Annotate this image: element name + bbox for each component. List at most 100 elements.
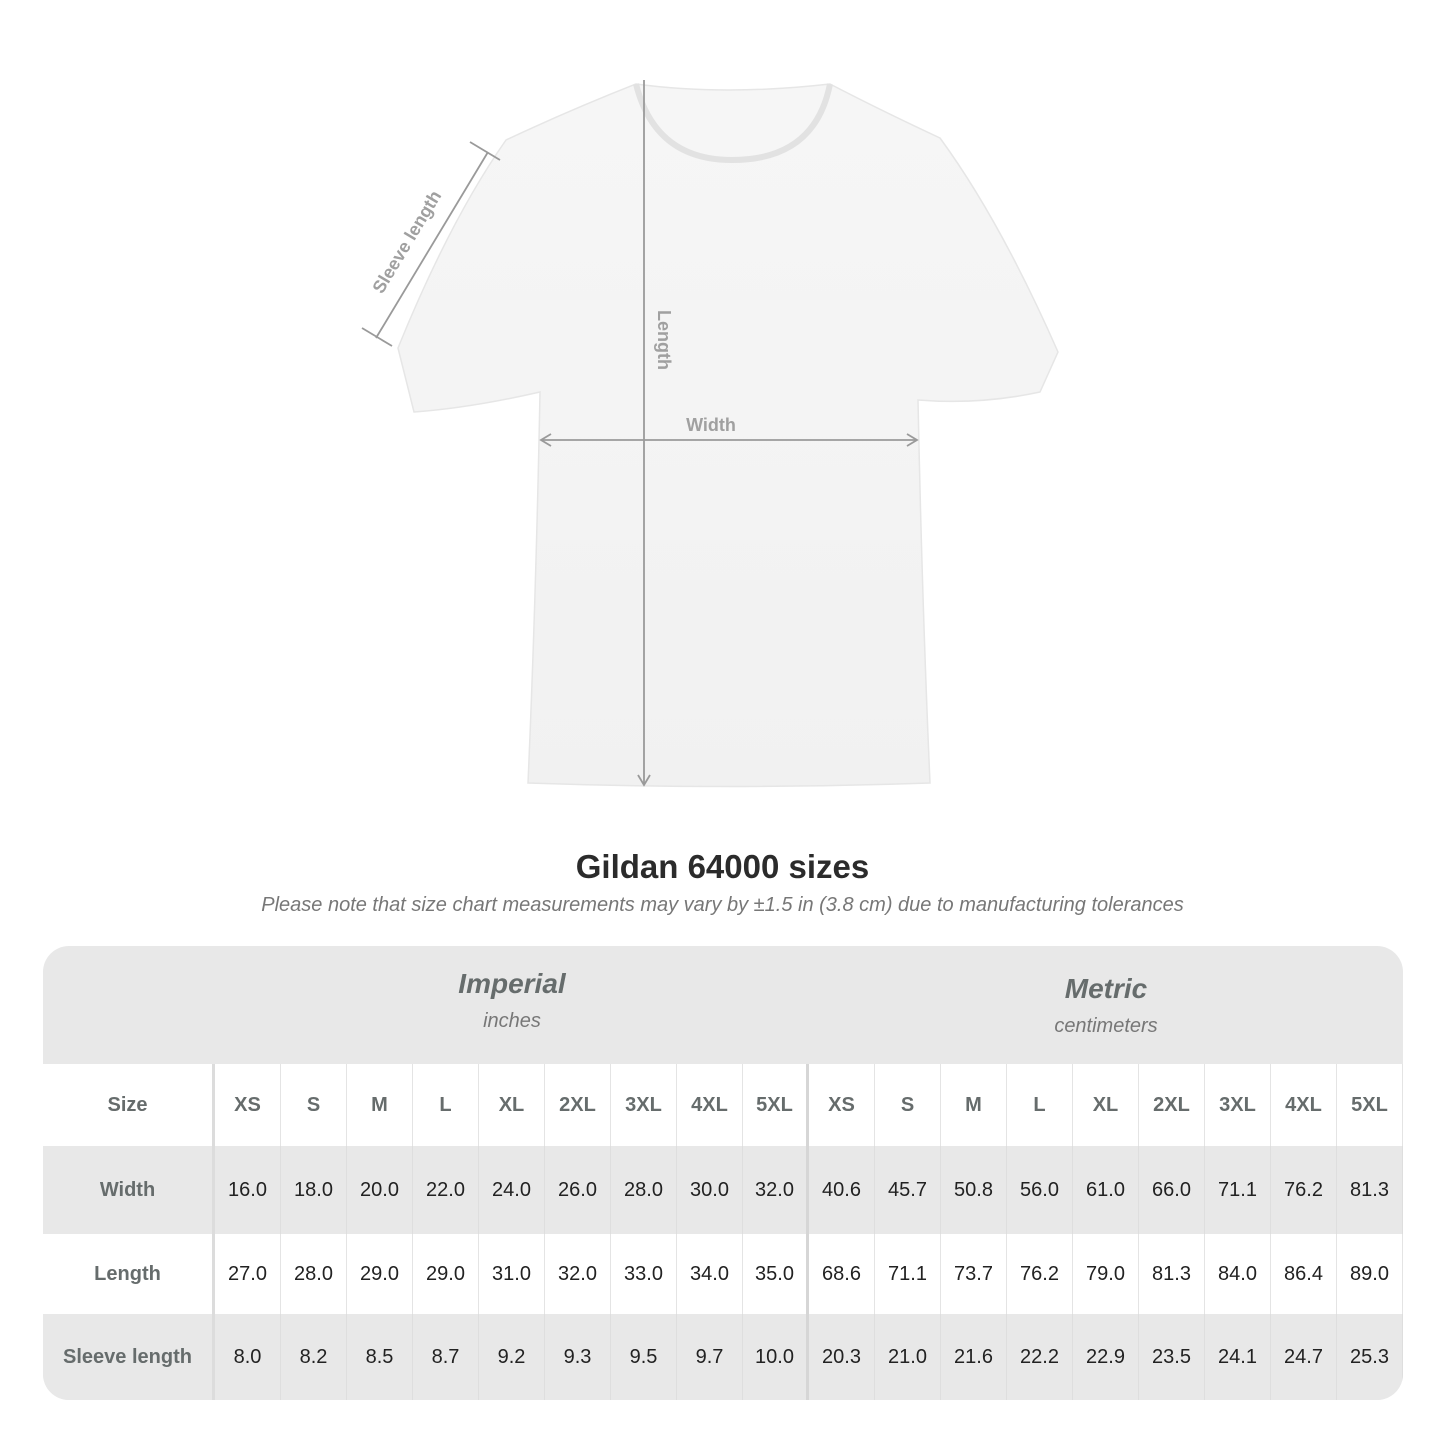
imperial-value-cell: 9.5: [611, 1314, 677, 1400]
imperial-value-cell: 28.0: [281, 1234, 347, 1314]
page-title: Gildan 64000 sizes: [575, 848, 870, 885]
metric-value-cell: 25.3: [1337, 1314, 1403, 1400]
imperial-title: Imperial: [458, 968, 566, 999]
length-label: Length: [654, 310, 674, 370]
metric-value-cell: 66.0: [1139, 1146, 1205, 1234]
imperial-size-xs: XS: [215, 1064, 281, 1146]
imperial-value-cell: 9.2: [479, 1314, 545, 1400]
imperial-value-cell: 34.0: [677, 1234, 743, 1314]
imperial-value-cell: 8.7: [413, 1314, 479, 1400]
imperial-size-m: M: [347, 1064, 413, 1146]
imperial-size-3xl: 3XL: [611, 1064, 677, 1146]
imperial-value-cell: 31.0: [479, 1234, 545, 1314]
imperial-value-cell: 18.0: [281, 1146, 347, 1234]
metric-value-cell: 40.6: [809, 1146, 875, 1234]
imperial-unit: inches: [483, 1010, 541, 1032]
metric-size-5xl: 5XL: [1337, 1064, 1403, 1146]
width-arrow-right: [906, 433, 919, 447]
metric-value-cell: 84.0: [1205, 1234, 1271, 1314]
imperial-value-cell: 20.0: [347, 1146, 413, 1234]
imperial-value-cell: 16.0: [215, 1146, 281, 1234]
metric-value-cell: 86.4: [1271, 1234, 1337, 1314]
size-grid: Size XS S M L XL 2XL 3XL 4XL 5XL XS S M L XL 2XL 3XL 4XL 5…: [43, 1064, 1403, 1400]
imperial-value-cell: 27.0: [215, 1234, 281, 1314]
imperial-value-cell: 32.0: [545, 1234, 611, 1314]
imperial-size-l: L: [413, 1064, 479, 1146]
table-row: Width 16.0 18.0 20.0 22.0 24.0 26.0 28.0 30.0 32.…: [43, 1146, 1403, 1234]
metric-size-3xl: 3XL: [1205, 1064, 1271, 1146]
imperial-size-5xl: 5XL: [743, 1064, 809, 1146]
metric-unit: centimeters: [1054, 1015, 1158, 1037]
imperial-value-cell: 10.0: [743, 1314, 809, 1400]
imperial-size-2xl: 2XL: [545, 1064, 611, 1146]
metric-value-cell: 73.7: [941, 1234, 1007, 1314]
imperial-value-cell: 9.3: [545, 1314, 611, 1400]
row-label: Sleeve length: [43, 1314, 215, 1400]
tshirt-diagram: Sleeve length Length Width: [361, 80, 1059, 788]
collar: [633, 83, 833, 164]
size-label: Size: [43, 1064, 215, 1146]
imperial-value-cell: 32.0: [743, 1146, 809, 1234]
tolerance-note: Please note that size chart measurements…: [261, 894, 1184, 916]
tshirt-shape: [397, 83, 1059, 788]
imperial-value-cell: 9.7: [677, 1314, 743, 1400]
imperial-value-cell: 8.5: [347, 1314, 413, 1400]
metric-value-cell: 56.0: [1007, 1146, 1073, 1234]
metric-value-cell: 71.1: [1205, 1146, 1271, 1234]
metric-value-cell: 76.2: [1007, 1234, 1073, 1314]
table-row: Sleeve length 8.0 8.2 8.5 8.7 9.2 9.3 9.5 9.7 10.…: [43, 1314, 1403, 1400]
metric-title: Metric: [1064, 973, 1148, 1004]
metric-value-cell: 61.0: [1073, 1146, 1139, 1234]
metric-size-s: S: [875, 1064, 941, 1146]
sleeve-tick-top: [469, 141, 501, 161]
imperial-header: Imperial inches: [215, 968, 809, 1033]
imperial-value-cell: 8.0: [215, 1314, 281, 1400]
metric-value-cell: 21.6: [941, 1314, 1007, 1400]
imperial-value-cell: 8.2: [281, 1314, 347, 1400]
imperial-value-cell: 29.0: [413, 1234, 479, 1314]
imperial-size-xl: XL: [479, 1064, 545, 1146]
width-arrow-left: [539, 433, 552, 447]
metric-value-cell: 76.2: [1271, 1146, 1337, 1234]
metric-size-2xl: 2XL: [1139, 1064, 1205, 1146]
metric-size-l: L: [1007, 1064, 1073, 1146]
metric-value-cell: 22.2: [1007, 1314, 1073, 1400]
metric-value-cell: 71.1: [875, 1234, 941, 1314]
size-header-row: Size XS S M L XL 2XL 3XL 4XL 5XL XS S M L XL 2XL 3XL 4XL 5…: [43, 1064, 1403, 1146]
metric-value-cell: 45.7: [875, 1146, 941, 1234]
sleeve-tick-bottom: [361, 327, 393, 347]
metric-value-cell: 81.3: [1139, 1234, 1205, 1314]
metric-value-cell: 68.6: [809, 1234, 875, 1314]
metric-value-cell: 21.0: [875, 1314, 941, 1400]
metric-value-cell: 89.0: [1337, 1234, 1403, 1314]
metric-value-cell: 24.7: [1271, 1314, 1337, 1400]
metric-value-cell: 23.5: [1139, 1314, 1205, 1400]
metric-value-cell: 20.3: [809, 1314, 875, 1400]
table-row: Length 27.0 28.0 29.0 29.0 31.0 32.0 33.0 34.0 35…: [43, 1234, 1403, 1314]
metric-header: Metric centimeters: [809, 973, 1403, 1038]
metric-size-xs: XS: [809, 1064, 875, 1146]
row-label: Width: [43, 1146, 215, 1234]
width-label: Width: [686, 415, 736, 435]
metric-value-cell: 24.1: [1205, 1314, 1271, 1400]
imperial-value-cell: 33.0: [611, 1234, 677, 1314]
imperial-value-cell: 30.0: [677, 1146, 743, 1234]
imperial-size-s: S: [281, 1064, 347, 1146]
imperial-value-cell: 26.0: [545, 1146, 611, 1234]
metric-size-xl: XL: [1073, 1064, 1139, 1146]
metric-value-cell: 50.8: [941, 1146, 1007, 1234]
metric-value-cell: 79.0: [1073, 1234, 1139, 1314]
imperial-value-cell: 22.0: [413, 1146, 479, 1234]
sleeve-line: [375, 151, 489, 339]
metric-size-m: M: [941, 1064, 1007, 1146]
size-table: Imperial inches Metric centimeters Size X…: [43, 946, 1403, 1400]
imperial-value-cell: 28.0: [611, 1146, 677, 1234]
imperial-value-cell: 29.0: [347, 1234, 413, 1314]
metric-value-cell: 22.9: [1073, 1314, 1139, 1400]
metric-value-cell: 81.3: [1337, 1146, 1403, 1234]
metric-size-4xl: 4XL: [1271, 1064, 1337, 1146]
imperial-value-cell: 35.0: [743, 1234, 809, 1314]
length-arrow-bottom: [637, 774, 651, 787]
row-label: Length: [43, 1234, 215, 1314]
imperial-size-4xl: 4XL: [677, 1064, 743, 1146]
